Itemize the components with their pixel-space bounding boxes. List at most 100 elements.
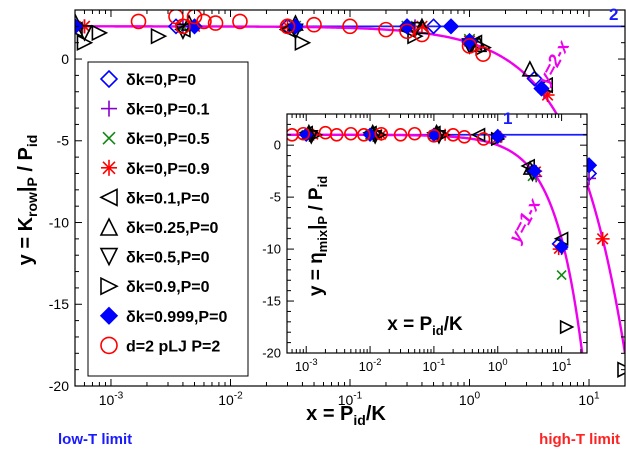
legend-item-dkk-0-9-p-0: δk=0.9,P=0 bbox=[100, 276, 210, 296]
main-point-dkk-0-25-p-0 bbox=[75, 12, 84, 30]
inset-point-dkk-0-999-p-0 bbox=[554, 239, 569, 255]
main-point-d-2-plj-p-2 bbox=[207, 15, 224, 31]
inset-y-tick-label: -15 bbox=[262, 294, 281, 309]
legend-marker-dkk-0-9-p-0 bbox=[100, 276, 119, 296]
inset-point-d-2-plj-p-2 bbox=[344, 126, 358, 141]
main-reference-lines bbox=[75, 25, 625, 354]
inset-y-ticks: 0 -5 -10 -15 -20 bbox=[262, 113, 587, 361]
main-x-tick-label: 10-3 bbox=[99, 391, 124, 408]
inset-plot-frame bbox=[286, 113, 588, 354]
legend-label: δk=0.1,P=0 bbox=[126, 190, 210, 207]
inset-x-tick-label: 101 bbox=[552, 357, 572, 374]
main-point-dkk-0-999-p-0 bbox=[461, 32, 478, 50]
main-y-tick-label: -5 bbox=[57, 133, 70, 149]
legend-label: δk=0.25,P=0 bbox=[126, 220, 219, 237]
main-point-dkk-0-p-0-9 bbox=[595, 231, 610, 246]
inset-point-dkk-0-1-p-0 bbox=[470, 127, 486, 143]
legend-label: d=2 pLJ P=2 bbox=[126, 338, 220, 355]
main-point-d-2-plj-p-2 bbox=[196, 13, 212, 30]
legend-label: δk=0.999,P=0 bbox=[126, 309, 227, 326]
legend-item-dkk-0-p-0-1: δk=0,P=0.1 bbox=[101, 100, 210, 119]
legend-items: δk=0,P=0 δk=0,P=0.1 δk=0,P=0.5 δk=0,P=0.9 δk… bbox=[99, 69, 227, 355]
legend-marker-dkk-0-p-0 bbox=[99, 69, 119, 89]
inset-x-tick-label: 10-1 bbox=[423, 357, 446, 374]
inset-point-dkk-0-p-0-5 bbox=[556, 269, 567, 281]
main-ref-curve-y-2-x bbox=[75, 25, 625, 354]
main-point-dkk-0-9-p-0 bbox=[617, 361, 625, 378]
main-point-dkk-0-9-p-0 bbox=[294, 34, 312, 51]
main-series-d-2-plj-p-2 bbox=[130, 10, 491, 62]
inset-x-tick-label: 10-3 bbox=[295, 357, 318, 374]
legend-marker-d-2-plj-p-2 bbox=[100, 336, 118, 355]
legend-label: δk=0,P=0.9 bbox=[126, 161, 210, 178]
inset-y-tick-label: 0 bbox=[274, 138, 281, 153]
inset-background bbox=[287, 114, 587, 353]
inset-point-d-2-plj-p-2 bbox=[407, 126, 422, 141]
inset-point-dkk-0-999-p-0 bbox=[490, 129, 505, 144]
legend-box bbox=[87, 61, 249, 377]
main-point-dkk-0-25-p-0 bbox=[521, 60, 539, 77]
inset-point-d-2-plj-p-2 bbox=[374, 126, 389, 141]
main-y-tick-label: -10 bbox=[49, 214, 69, 230]
main-x-tick-label: 10-1 bbox=[338, 391, 363, 408]
main-x-tick-label: 10-2 bbox=[218, 391, 243, 408]
legend-label: δk=0,P=0.1 bbox=[126, 102, 210, 119]
inset-point-dkk-0-999-p-0 bbox=[426, 127, 442, 142]
main-point-dkk-0-5-p-0 bbox=[174, 23, 192, 41]
inset-y-tick-label: -5 bbox=[269, 190, 281, 205]
inset-point-d-2-plj-p-2 bbox=[296, 126, 311, 141]
inset-ref-label-1: 1 bbox=[503, 109, 512, 128]
legend-marker-dkk-0-p-0-5 bbox=[102, 131, 116, 145]
main-point-d-2-plj-p-2 bbox=[130, 13, 147, 30]
main-point-dkk-0-9-p-0 bbox=[91, 24, 109, 42]
legend-item-d-2-plj-p-2: d=2 pLJ P=2 bbox=[100, 336, 220, 355]
legend-label: δk=0,P=0.5 bbox=[126, 131, 210, 148]
inset-panel: 10-3 10-2 10-1 100 101 0-5-10-15-20 1 y=1-x … bbox=[262, 109, 588, 374]
main-y-tick-label: 0 bbox=[61, 51, 69, 67]
legend-marker-dkk-0-p-0-9 bbox=[101, 159, 117, 176]
legend-item-dkk-0-p-0-5: δk=0,P=0.5 bbox=[102, 131, 210, 148]
main-ref-label-2: 2 bbox=[609, 5, 618, 24]
inset-point-dkk-0-999-p-0 bbox=[527, 164, 542, 179]
main-point-d-2-plj-p-2 bbox=[475, 46, 491, 62]
legend-item-dkk-0-999-p-0: δk=0.999,P=0 bbox=[99, 306, 227, 326]
main-point-dkk-0-999-p-0 bbox=[287, 18, 304, 35]
inset-y-tick-label: -10 bbox=[262, 242, 281, 257]
main-point-dkk-0-1-p-0 bbox=[75, 21, 83, 38]
main-panel: 10-3 10-2 10-1 100 101 0-5-10-15-20 2 y=2-x … bbox=[15, 5, 626, 448]
main-point-d-2-plj-p-2 bbox=[232, 13, 248, 30]
legend: δk=0,P=0 δk=0,P=0.1 δk=0,P=0.5 δk=0,P=0.9 δk… bbox=[87, 61, 249, 377]
inset-x-tick-label: 10-2 bbox=[359, 357, 382, 374]
main-point-dkk-0-5-p-0 bbox=[76, 25, 93, 42]
main-point-dkk-0-p-0 bbox=[425, 18, 442, 35]
inset-point-d-2-plj-p-2 bbox=[393, 127, 408, 142]
legend-label: δk=0.9,P=0 bbox=[126, 279, 210, 296]
inset-series-d-2-plj-p-2 bbox=[287, 125, 491, 146]
main-point-d-2-plj-p-2 bbox=[279, 18, 296, 35]
inset-y-tick-label: -20 bbox=[262, 346, 281, 361]
main-point-dkk-0-999-p-0 bbox=[442, 18, 460, 35]
main-y-axis-label: y = Krow|P / Pid bbox=[15, 135, 40, 266]
main-x-tick-label: 101 bbox=[578, 391, 600, 408]
inset-series-layer bbox=[287, 123, 575, 335]
main-x-tick-label: 100 bbox=[459, 391, 481, 408]
legend-label: δk=0,P=0 bbox=[126, 72, 196, 89]
legend-marker-dkk-0-999-p-0 bbox=[99, 306, 119, 325]
main-point-d-2-plj-p-2 bbox=[342, 18, 358, 35]
inset-point-d-2-plj-p-2 bbox=[457, 130, 472, 144]
inset-x-tick-label: 100 bbox=[488, 357, 508, 374]
main-point-d-2-plj-p-2 bbox=[399, 23, 415, 40]
main-point-dkk-0-25-p-0 bbox=[413, 17, 431, 35]
legend-marker-dkk-0-1-p-0 bbox=[99, 188, 118, 207]
main-point-dkk-0-999-p-0 bbox=[398, 18, 416, 35]
main-point-d-2-plj-p-2 bbox=[175, 18, 191, 35]
legend-label: δk=0.5,P=0 bbox=[126, 250, 210, 267]
inset-x-ticks: 10-3 10-2 10-1 100 101 bbox=[286, 114, 582, 374]
legend-item-dkk-0-25-p-0: δk=0.25,P=0 bbox=[99, 217, 219, 237]
legend-item-dkk-0-p-0-9: δk=0,P=0.9 bbox=[101, 159, 210, 178]
legend-item-dkk-0-p-0: δk=0,P=0 bbox=[99, 69, 196, 89]
main-point-dkk-0-999-p-0 bbox=[533, 80, 550, 97]
main-point-d-2-plj-p-2 bbox=[461, 38, 478, 54]
legend-marker-dkk-0-5-p-0 bbox=[99, 247, 119, 267]
